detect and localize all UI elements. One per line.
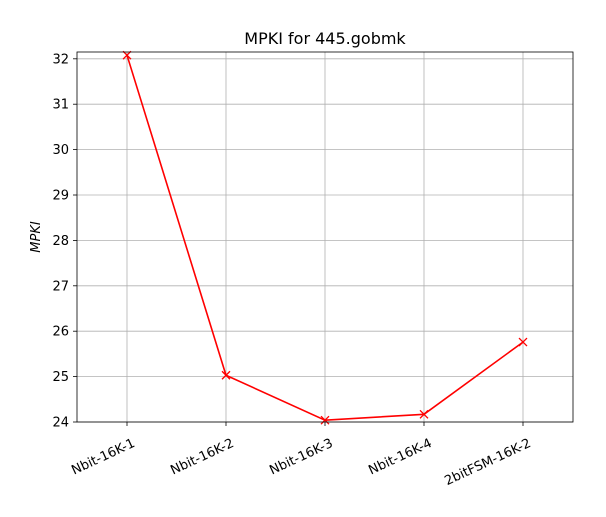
axes xyxy=(73,51,574,426)
marker-stroke xyxy=(419,409,429,419)
marker-stroke xyxy=(122,50,132,60)
data-point-marker xyxy=(122,50,132,60)
x-tick-label: Nbit-16K-1 xyxy=(69,436,137,478)
data-point-marker xyxy=(419,409,429,419)
chart-title: MPKI for 445.gobmk xyxy=(244,29,406,48)
y-tick-label: 31 xyxy=(52,98,69,113)
y-tick-labels: 24 25 26 27 28 29 30 31 32 xyxy=(52,52,69,430)
data-point-marker xyxy=(320,415,330,425)
marker-stroke xyxy=(221,370,231,380)
y-tick-label: 29 xyxy=(52,189,69,204)
y-tick-label: 25 xyxy=(52,370,69,385)
x-tick-label: Nbit-16K-4 xyxy=(366,436,434,478)
data-point-marker xyxy=(221,370,231,380)
series-layer xyxy=(122,50,528,425)
x-tick-labels: Nbit-16K-1 Nbit-16K-2 Nbit-16K-3 Nbit-16K-4… xyxy=(69,436,533,489)
y-tick-label: 28 xyxy=(52,234,69,249)
marker-stroke xyxy=(518,337,528,347)
x-tick-label: 2bitFSM-16K-2 xyxy=(442,436,533,489)
marker-stroke xyxy=(320,415,330,425)
y-tick-label: 32 xyxy=(52,52,69,67)
x-tick-label: Nbit-16K-3 xyxy=(267,436,335,478)
y-tick-label: 30 xyxy=(52,143,69,158)
y-tick-label: 26 xyxy=(52,325,69,340)
y-tick-label: 24 xyxy=(52,416,69,431)
x-tick-label: Nbit-16K-2 xyxy=(168,436,236,478)
plot-frame xyxy=(76,51,574,423)
y-tick-label: 27 xyxy=(52,279,69,294)
data-point-marker xyxy=(518,337,528,347)
y-axis-label: MPKI xyxy=(29,221,44,253)
grid-lines xyxy=(77,52,573,423)
